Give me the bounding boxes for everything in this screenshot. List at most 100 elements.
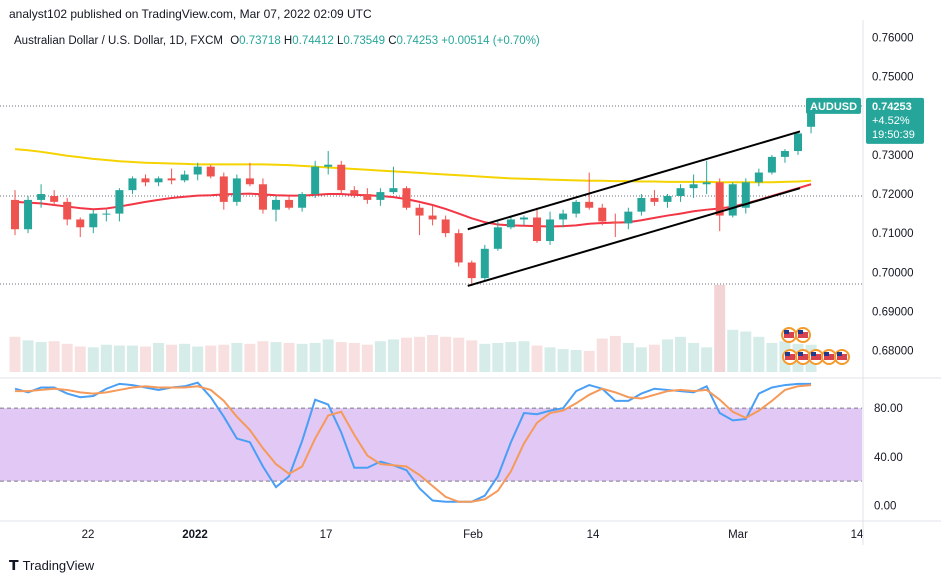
symbol-tag-text: AUDUSD [810, 101, 857, 113]
stoch-d-line [15, 384, 812, 503]
candle-body [324, 164, 333, 167]
candle-body [154, 178, 163, 183]
candle-body [559, 213, 568, 220]
candle-body [298, 194, 307, 208]
price-tag-change: +4.52% [872, 115, 910, 127]
candles [11, 99, 816, 286]
candle-body [285, 199, 294, 208]
ohlc-values: O0.73718 H0.74412 L0.73549 C0.74253 +0.0… [230, 35, 540, 47]
candle-body [637, 197, 646, 212]
volume-bar [126, 345, 138, 372]
time-tick-label: 2022 [182, 529, 208, 541]
candle-body [480, 248, 489, 279]
volume-bar [583, 350, 595, 372]
event-flag-icon-band [824, 354, 834, 360]
price-axis[interactable]: 0.760000.750000.740000.730000.720000.710… [872, 33, 914, 358]
volume-bar [401, 337, 412, 372]
volume-bar [100, 344, 112, 372]
time-tick-label: 14 [587, 529, 600, 541]
candle-body [415, 207, 424, 216]
time-tick-label: Mar [728, 529, 748, 541]
candle-body [519, 217, 528, 220]
candle-body [441, 219, 450, 234]
volume-bar [48, 341, 60, 372]
volume-bar [348, 342, 360, 372]
candle-body [676, 188, 685, 196]
candle-body [624, 211, 633, 224]
moving-averages [14, 148, 812, 228]
brand-name: TradingView [22, 558, 95, 573]
volume-bar [361, 344, 373, 372]
volume-bar [166, 344, 178, 372]
candle-body [754, 172, 763, 183]
price-tag: AUDUSD 0.74253 +4.52% 19:50:39 [806, 97, 924, 144]
candle-body [506, 219, 515, 228]
volume-bar [635, 347, 647, 372]
candle-body [50, 196, 59, 202]
change-value: +0.00514 (+0.70%) [441, 35, 540, 47]
candle-body [337, 164, 346, 191]
candle-body [206, 166, 215, 177]
volume-bar [22, 340, 34, 372]
event-flag-icon-canton [785, 352, 790, 356]
volume-bar [557, 349, 569, 372]
candle-body [89, 213, 98, 228]
candle-body [24, 199, 33, 230]
ma-slow-line [14, 148, 812, 184]
event-flag-icon-canton [837, 352, 842, 356]
volume-bar [87, 347, 99, 372]
candle-body [585, 201, 594, 208]
event-flag-icon-band [837, 354, 847, 360]
time-tick-label: Feb [463, 529, 483, 541]
time-axis[interactable]: 22 2022 17 Feb 14 Mar 14 [0, 20, 941, 545]
candle-body [350, 190, 359, 195]
event-flag-icon-band [811, 354, 821, 360]
candle-body [376, 192, 385, 200]
candle-body [533, 217, 541, 241]
candle-body [232, 178, 241, 202]
price-tick-label: 0.75000 [872, 72, 914, 84]
event-flags[interactable] [781, 327, 850, 365]
candle-body [193, 166, 202, 175]
candle-body [650, 197, 659, 202]
volume-bar [688, 342, 700, 372]
volume-bar [270, 342, 282, 372]
volume-bar [740, 331, 752, 372]
candle-body [794, 133, 802, 152]
stochastic-panel: 80.00 40.00 0.00 [0, 377, 941, 512]
volume-bar [544, 347, 556, 372]
event-flag-icon-band [785, 354, 795, 360]
candle-body [180, 174, 189, 181]
volume-bar [374, 341, 386, 372]
tradingview-logo-icon: 𝗧 [9, 557, 19, 573]
volume-bar [609, 335, 621, 372]
volume-bar [622, 342, 634, 372]
low-label: L [337, 35, 344, 47]
volume-bar [414, 336, 426, 372]
volume-bar [140, 346, 151, 372]
volume-bar [179, 343, 191, 372]
symbol-title[interactable]: Australian Dollar / U.S. Dollar, 1D, FXC… [14, 35, 223, 47]
open-label: O [230, 35, 240, 47]
close-label: C [388, 35, 397, 47]
candle-body [741, 182, 750, 208]
attribution-text: analyst102 published on TradingView.com,… [9, 7, 372, 21]
volume-bar [701, 347, 713, 372]
candle-body [389, 188, 398, 193]
candle-body [611, 221, 620, 224]
volume-bar [440, 336, 452, 372]
footer-brand[interactable]: 𝗧 TradingView [9, 557, 94, 574]
candle-body [572, 201, 581, 214]
volume-bar [218, 344, 230, 372]
channel-lines [467, 130, 801, 287]
candle-body [167, 178, 176, 181]
candle-body [258, 184, 267, 210]
price-tick-label: 0.73000 [872, 150, 914, 162]
channel-upper-line [467, 130, 801, 231]
time-tick-label: 17 [320, 529, 333, 541]
volume-bar [518, 341, 530, 372]
time-tick-label: 14 [851, 529, 864, 541]
candle-body [467, 262, 476, 279]
volume-bar [192, 346, 204, 372]
